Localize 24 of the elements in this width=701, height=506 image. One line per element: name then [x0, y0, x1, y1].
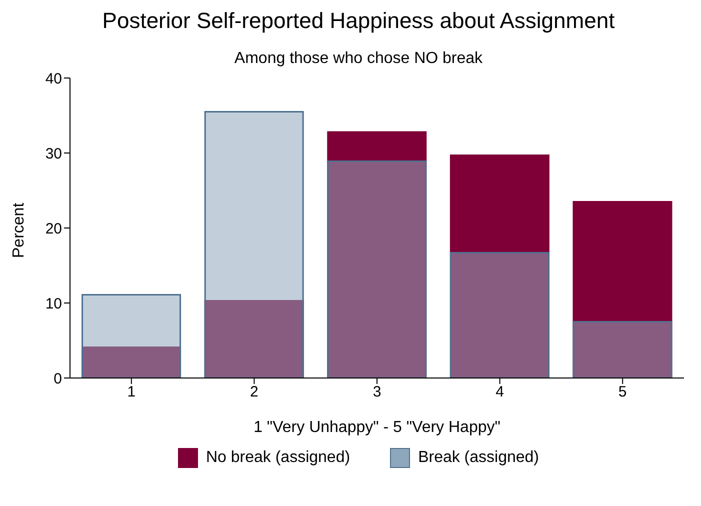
- x-tick-label: 5: [618, 384, 627, 401]
- x-tick-label: 4: [496, 384, 504, 401]
- bar: [82, 294, 182, 378]
- bar: [82, 346, 182, 378]
- x-tick-label: 3: [372, 384, 382, 401]
- bar: [450, 154, 550, 378]
- bar: [204, 300, 304, 378]
- y-tick-label: 40: [45, 70, 62, 88]
- bar: [450, 252, 550, 378]
- legend-label: No break (assigned): [204, 448, 350, 468]
- y-tick-label: 30: [45, 145, 62, 162]
- y-axis-title: Percent: [10, 202, 28, 258]
- bar: [572, 321, 672, 378]
- y-tick-label: 10: [45, 295, 62, 312]
- chart-subtitle: Among those who chose NO break: [233, 50, 484, 68]
- x-tick-label: 1: [127, 384, 136, 401]
- legend-label: Break (assigned): [417, 448, 540, 468]
- y-tick-label: 20: [45, 220, 62, 238]
- bar: [572, 201, 672, 378]
- x-axis-title: 1 "Very Unhappy" - 5 "Very Happy": [254, 419, 500, 436]
- x-tick-label: 2: [250, 384, 258, 401]
- y-tick-label: 0: [54, 370, 62, 388]
- bar: [204, 111, 304, 378]
- chart-title: Posterior Self-reported Happiness about Assignment: [101, 8, 616, 34]
